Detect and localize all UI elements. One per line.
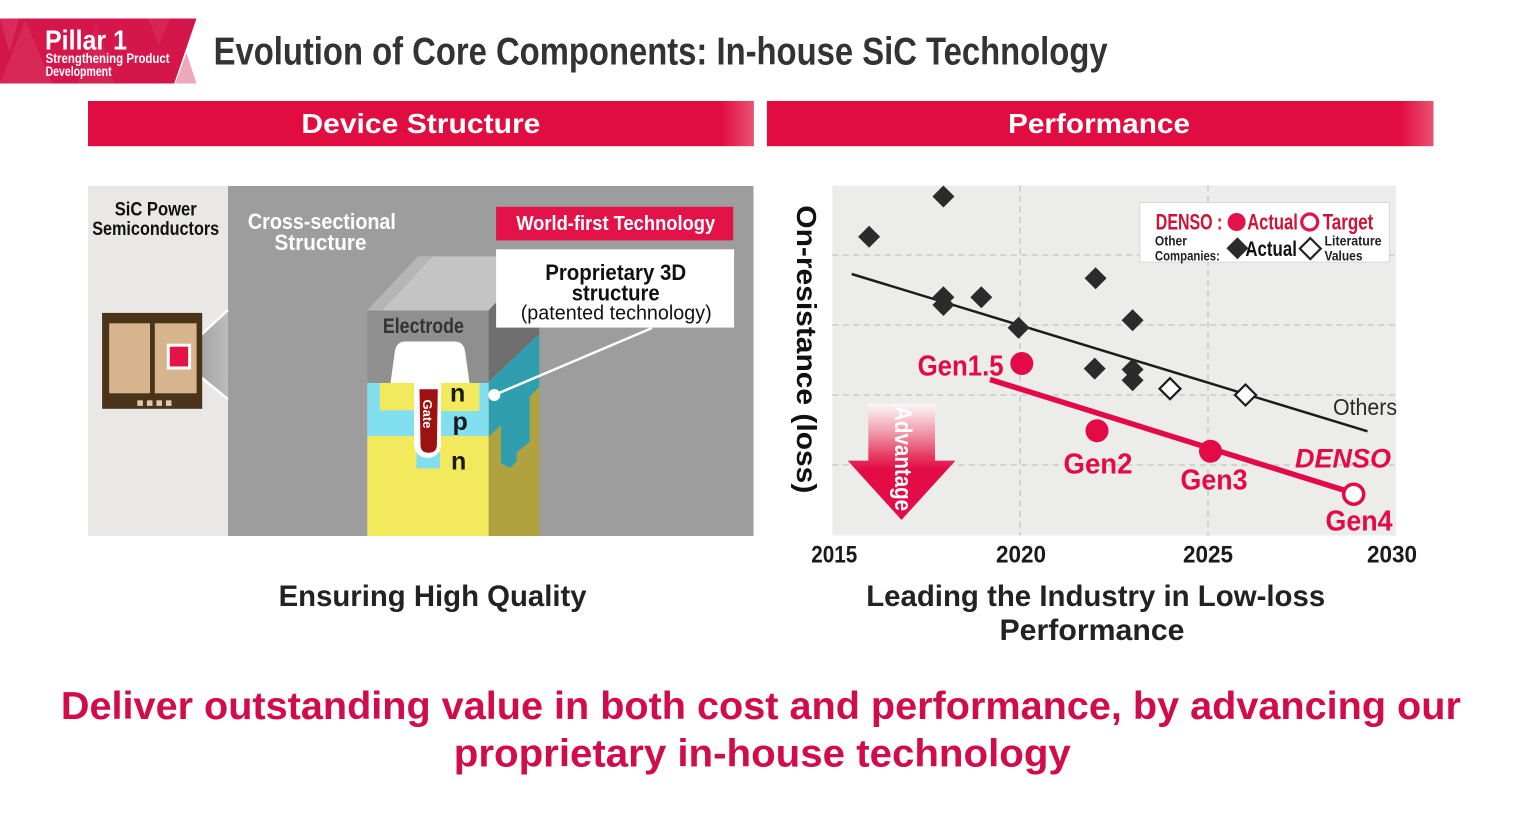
svg-text:Performance: Performance	[1008, 108, 1190, 139]
svg-text:Development: Development	[46, 64, 112, 79]
svg-text:proprietary in-house technolog: proprietary in-house technology	[454, 733, 1071, 776]
svg-text:n: n	[450, 380, 465, 408]
svg-text:Semiconductors: Semiconductors	[92, 219, 219, 240]
svg-text:(patented technology): (patented technology)	[521, 303, 712, 325]
svg-text:Strengthening Product: Strengthening Product	[46, 51, 170, 66]
svg-text:Structure: Structure	[275, 230, 367, 255]
svg-text:Proprietary 3D: Proprietary 3D	[545, 260, 686, 285]
svg-text:Gen3: Gen3	[1181, 465, 1248, 497]
svg-text:Advantage: Advantage	[889, 406, 916, 511]
svg-text:SiC Power: SiC Power	[115, 200, 198, 221]
svg-text:Deliver outstanding value in b: Deliver outstanding value in both cost a…	[61, 685, 1461, 728]
svg-text:Gen2: Gen2	[1064, 449, 1133, 481]
svg-text:Pillar 1: Pillar 1	[45, 25, 127, 56]
svg-text:Device Structure: Device Structure	[301, 108, 540, 139]
svg-text:Gen4: Gen4	[1326, 506, 1393, 538]
svg-text:2015: 2015	[811, 542, 857, 569]
svg-text:Values: Values	[1325, 247, 1363, 263]
svg-text:Target: Target	[1323, 209, 1374, 234]
svg-text:World-first Technology: World-first Technology	[516, 213, 716, 235]
svg-text:p: p	[453, 408, 468, 436]
svg-text:Companies:: Companies:	[1155, 248, 1220, 264]
svg-text:2030: 2030	[1367, 542, 1417, 569]
svg-text:Gate: Gate	[420, 400, 435, 429]
svg-text:n: n	[451, 448, 466, 476]
svg-text:Leading the Industry in Low-lo: Leading the Industry in Low-loss	[866, 580, 1325, 613]
svg-text:Ensuring High Quality: Ensuring High Quality	[279, 580, 587, 613]
svg-text:Cross-sectional: Cross-sectional	[248, 209, 396, 234]
svg-text:Actual: Actual	[1245, 238, 1297, 261]
svg-text:Performance: Performance	[1000, 614, 1185, 647]
svg-text:Actual: Actual	[1247, 209, 1298, 234]
svg-text:Other: Other	[1155, 233, 1187, 249]
svg-text:Literature: Literature	[1325, 233, 1382, 249]
svg-text:Evolution of Core Components:: Evolution of Core Components: In-house S…	[214, 31, 1108, 74]
svg-text:Gen1.5: Gen1.5	[918, 350, 1004, 382]
svg-text:DENSO :: DENSO :	[1156, 209, 1223, 234]
svg-text:DENSO: DENSO	[1295, 444, 1391, 474]
svg-text:Others: Others	[1333, 394, 1397, 420]
svg-text:2020: 2020	[996, 542, 1046, 569]
svg-text:2025: 2025	[1183, 542, 1233, 569]
svg-text:Electrode: Electrode	[383, 315, 464, 338]
svg-text:On-resistance (loss): On-resistance (loss)	[791, 205, 822, 493]
svg-text:structure: structure	[572, 281, 660, 306]
